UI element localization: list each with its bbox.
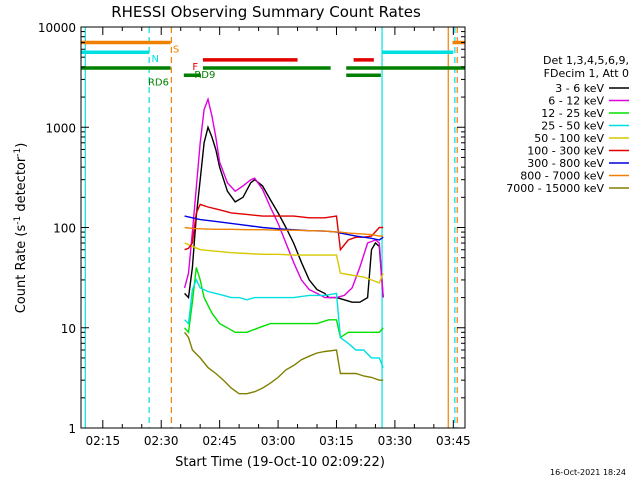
series-line-4 (184, 278, 384, 368)
legend-entry-label: 6 - 12 keV (548, 95, 604, 108)
plot-area (81, 27, 465, 428)
legend-header-1: Det 1,3,4,5,6,9, (543, 54, 629, 67)
legend-entry-label: 7000 - 15000 keV (506, 182, 604, 195)
y-tick-label: 1 (68, 422, 76, 436)
legend-header-2: FDecim 1, Att 0 (544, 67, 629, 80)
legend-entry-label: 300 - 800 keV (527, 157, 604, 170)
x-tick-label: 02:30 (144, 434, 179, 448)
flag-label-rd9: RD9 (194, 70, 215, 81)
x-tick-label: 03:15 (319, 434, 354, 448)
x-axis-label: Start Time (19-Oct-10 02:09:22) (175, 455, 385, 470)
x-tick-label: 02:45 (202, 434, 237, 448)
x-tick-label: 02:15 (86, 434, 121, 448)
flag-label-n: N (151, 54, 158, 65)
legend-entry-label: 12 - 25 keV (541, 107, 604, 120)
timestamp: 16-Oct-2021 18:24 (550, 468, 626, 477)
y-tick-label: 10 (61, 322, 76, 336)
series-line-8 (184, 226, 384, 237)
attenuator-label-s: S (173, 45, 179, 56)
y-axis-label: Count Rate (s-1 detector-1) (13, 143, 29, 314)
y-axis: 1 10 100 1000 10000 (38, 21, 465, 436)
series-line-2 (183, 96, 384, 299)
x-tick-label: 03:30 (378, 434, 413, 448)
legend-entry-label: 800 - 7000 keV (520, 170, 604, 183)
y-tick-label: 1000 (45, 121, 76, 135)
flag-label-f: F (192, 62, 198, 73)
flag-label-rd6: RD6 (148, 77, 169, 88)
legend-entry-label: 3 - 6 keV (555, 82, 604, 95)
x-axis: 02:15 02:30 02:45 03:00 03:15 03:30 03:45 (86, 27, 471, 448)
series-line-5 (184, 242, 384, 284)
y-tick-label: 100 (53, 222, 76, 236)
x-tick-label: 03:00 (261, 434, 296, 448)
series-line-1 (184, 125, 384, 303)
y-tick-label: 10000 (38, 21, 76, 35)
chart-title: RHESSI Observing Summary Count Rates (111, 3, 421, 21)
legend-entry-label: 25 - 50 keV (541, 120, 604, 133)
legend-entry-label: 50 - 100 keV (534, 132, 604, 145)
series-line-3 (184, 267, 384, 339)
legend-entry-label: 100 - 300 keV (527, 145, 604, 158)
x-tick-label: 03:45 (436, 434, 471, 448)
series-line-9 (184, 331, 384, 395)
legend: Det 1,3,4,5,6,9, FDecim 1, Att 0 3 - 6 k… (506, 54, 629, 195)
